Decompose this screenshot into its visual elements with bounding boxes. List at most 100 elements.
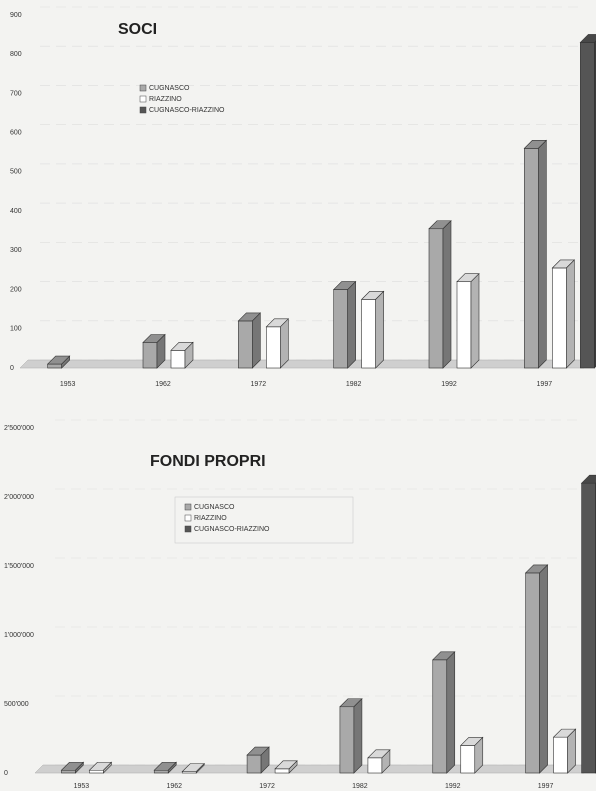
bar-side (567, 728, 576, 774)
y-tick-label: 800 (10, 51, 22, 58)
bar (181, 762, 205, 774)
legend-label: CUGNASCO-RIAZZINO (149, 107, 225, 114)
bar (339, 698, 363, 774)
x-tick-label: 1982 (346, 381, 362, 388)
bar (46, 355, 71, 369)
bar-front (274, 768, 290, 774)
y-tick-label: 500'000 (4, 701, 29, 708)
bar-front (367, 757, 383, 774)
y-tick-label: 0 (10, 365, 14, 372)
legend-swatch (139, 84, 147, 92)
bar (460, 736, 484, 774)
bar-side (474, 736, 484, 774)
bar (153, 761, 177, 774)
x-tick-label: 1972 (251, 381, 267, 388)
legend-label: RIAZZINO (194, 515, 227, 522)
bar (246, 746, 270, 774)
bar-front (432, 659, 448, 774)
bar-top (580, 474, 596, 484)
y-tick-label: 1'000'000 (4, 632, 34, 639)
bar (523, 139, 548, 369)
bar (274, 760, 298, 774)
legend-swatch (184, 503, 192, 511)
bar-side (566, 259, 575, 369)
bar-front (61, 769, 76, 774)
legend-label: CUGNASCO (194, 504, 235, 511)
bar-front (460, 745, 476, 774)
bar-front (266, 326, 281, 369)
bar-side (470, 272, 480, 369)
bar (170, 341, 194, 369)
chart-title: SOCI (118, 21, 157, 38)
bar (265, 318, 290, 369)
y-tick-label: 1'500'000 (4, 563, 34, 570)
bar-side (539, 564, 548, 774)
bar-side (288, 760, 298, 774)
bar-side (353, 698, 363, 774)
x-tick-label: 1992 (445, 783, 461, 790)
y-tick-label: 100 (10, 326, 22, 333)
bar-front (246, 754, 262, 774)
bar-side (61, 355, 70, 369)
x-tick-label: 1982 (352, 783, 368, 790)
bar-side (442, 220, 452, 369)
bar (456, 272, 480, 369)
bar-front (553, 736, 568, 774)
bar-front (580, 42, 595, 369)
bar-front (170, 350, 186, 369)
bar-front (153, 769, 169, 774)
bar (142, 333, 166, 369)
floor (34, 764, 593, 774)
bar-side (156, 333, 166, 369)
floor (19, 359, 593, 369)
bar-front (47, 363, 62, 369)
bar-front (361, 299, 376, 369)
y-tick-label: 400 (10, 208, 22, 215)
bar (524, 564, 549, 774)
bar-side (446, 651, 456, 774)
bar-front (524, 148, 539, 369)
bar-side (260, 746, 270, 774)
y-tick-label: 2'000'000 (4, 494, 34, 501)
bar-front (428, 228, 444, 369)
y-tick-label: 0 (4, 770, 8, 777)
bar (60, 761, 85, 774)
x-tick-label: 1997 (538, 783, 554, 790)
bar-top (579, 34, 596, 43)
bar-side (195, 762, 205, 774)
bar-side (252, 312, 261, 369)
bar-front (89, 769, 104, 774)
y-tick-label: 200 (10, 286, 22, 293)
bar (237, 312, 262, 369)
bar-front (456, 281, 472, 369)
x-tick-label: 1962 (166, 783, 182, 790)
bar-front (525, 572, 540, 774)
y-tick-label: 600 (10, 130, 22, 137)
bar (332, 280, 357, 369)
legend-swatch (184, 525, 192, 533)
bar (551, 259, 576, 369)
bar-front (581, 482, 596, 774)
bar-side (375, 290, 384, 369)
x-tick-label: 1953 (74, 783, 90, 790)
y-tick-label: 700 (10, 90, 22, 97)
legend-label: CUGNASCO-RIAZZINO (194, 526, 270, 533)
legend-label: CUGNASCO (149, 85, 190, 92)
bar-front (339, 706, 355, 774)
y-tick-label: 2'500'000 (4, 425, 34, 432)
bar (428, 220, 452, 369)
bar-side (75, 761, 84, 774)
x-tick-label: 1953 (60, 381, 76, 388)
bar-side (347, 280, 356, 369)
bar-front (552, 267, 567, 369)
y-tick-label: 500 (10, 169, 22, 176)
y-tick-label: 300 (10, 247, 22, 254)
bar (88, 761, 113, 774)
bar-side (167, 761, 177, 774)
bar-side (103, 761, 112, 774)
bar-side (184, 341, 194, 369)
bar (360, 290, 385, 369)
bar (552, 728, 577, 774)
